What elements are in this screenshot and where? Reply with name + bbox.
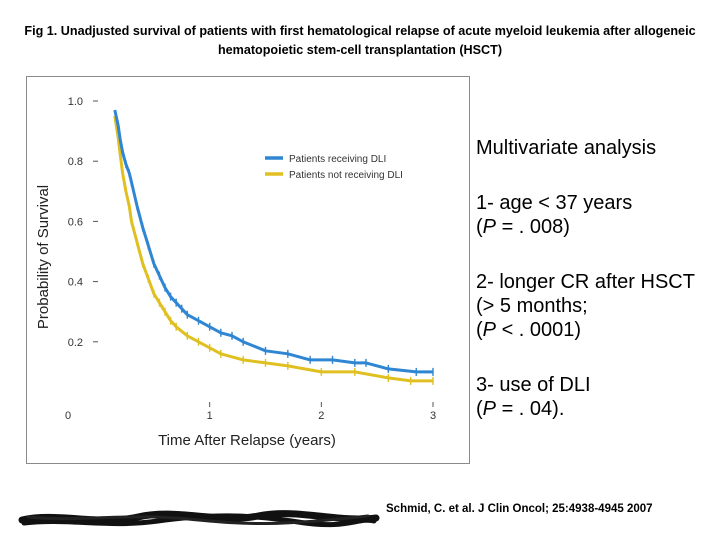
legend-label-no-dli: Patients not receiving DLI bbox=[289, 170, 403, 181]
y-axis-label: Probability of Survival bbox=[35, 185, 52, 329]
y-tick-label: 0.4 bbox=[68, 277, 83, 289]
x-tick-label: 2 bbox=[318, 410, 324, 422]
y-tick-label: 0.2 bbox=[68, 337, 83, 349]
analysis-item-text: 3- use of DLI bbox=[476, 374, 591, 396]
series-line-dli bbox=[113, 109, 433, 374]
x-tick-label: 0 bbox=[65, 410, 71, 422]
survival-chart: 0 1 2 3 0.2 0.4 0.6 0.8 1.0 Patients receiving D… bbox=[35, 96, 436, 449]
p-symbol: P bbox=[482, 216, 497, 238]
chart-frame: 0 1 2 3 0.2 0.4 0.6 0.8 1.0 Patients receiving D… bbox=[26, 76, 470, 464]
analysis-item-cr: 2- longer CR after HSCT (> 5 months; (P … bbox=[476, 270, 716, 342]
chart-legend: Patients receiving DLI Patients not rece… bbox=[265, 154, 403, 181]
analysis-heading: Multivariate analysis bbox=[476, 137, 657, 159]
legend-label-dli: Patients receiving DLI bbox=[289, 154, 386, 165]
x-axis-label: Time After Relapse (years) bbox=[158, 432, 336, 449]
p-prefix: ( bbox=[476, 319, 483, 341]
analysis-item-age: 1- age < 37 years (P = . 008) bbox=[476, 191, 716, 239]
p-symbol: P bbox=[482, 398, 497, 420]
multivariate-analysis-panel: Multivariate analysis 1- age < 37 years … bbox=[476, 136, 716, 452]
redacted-scribble bbox=[18, 510, 380, 528]
x-tick-label: 3 bbox=[430, 410, 436, 422]
p-prefix: ( bbox=[476, 216, 483, 238]
slide-title: Fig 1. Unadjusted survival of patients w… bbox=[24, 24, 696, 57]
y-tick-label: 0.8 bbox=[68, 156, 83, 168]
p-value: = . 008) bbox=[496, 216, 570, 238]
analysis-item-text: 2- longer CR after HSCT (> 5 months; bbox=[476, 271, 695, 317]
y-tick-label: 1.0 bbox=[68, 96, 83, 108]
x-tick-label: 1 bbox=[207, 410, 213, 422]
y-tick-label: 0.6 bbox=[68, 216, 83, 228]
analysis-item-dli: 3- use of DLI (P = . 04). bbox=[476, 373, 716, 421]
p-symbol: P bbox=[482, 319, 497, 341]
p-prefix: ( bbox=[476, 398, 483, 420]
citation: Schmid, C. et al. J Clin Oncol; 25:4938-… bbox=[386, 503, 653, 515]
analysis-item-text: 1- age < 37 years bbox=[476, 192, 633, 214]
p-value: < . 0001) bbox=[496, 319, 582, 341]
p-value: = . 04). bbox=[496, 398, 565, 420]
